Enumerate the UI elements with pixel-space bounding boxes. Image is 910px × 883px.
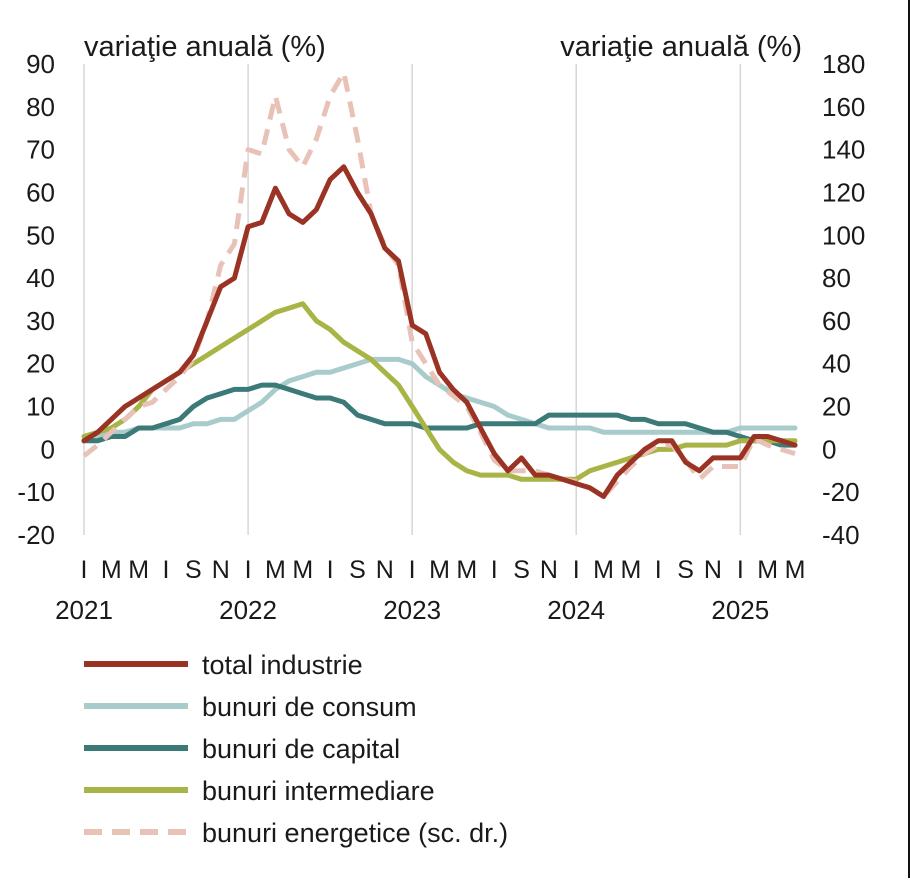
legend-label: bunuri de capital (202, 734, 400, 764)
right-tick-label: 100 (822, 220, 865, 250)
legend: total industrie bunuri de consum bunuri de… (84, 650, 508, 848)
year-label: 2024 (547, 595, 605, 625)
month-tick-label: I (81, 556, 88, 584)
left-tick-label: 10 (26, 392, 55, 422)
left-tick-label: 80 (26, 92, 55, 122)
legend-label: bunuri energetice (sc. dr.) (202, 818, 508, 848)
month-tick-label: M (429, 556, 450, 584)
series-line-0 (81, 164, 798, 499)
left-tick-label: 90 (26, 49, 55, 79)
month-tick-label: M (265, 556, 286, 584)
series-lines (81, 70, 798, 499)
month-tick-label: S (349, 556, 366, 584)
left-axis-title: variaţie anuală (%) (84, 31, 326, 63)
series-line-3 (81, 301, 798, 482)
legend-label: bunuri de consum (202, 692, 417, 722)
month-tick-label: M (292, 556, 313, 584)
left-tick-label: 20 (26, 349, 55, 379)
month-tick-label: M (757, 556, 778, 584)
month-tick-label: M (128, 556, 149, 584)
x-year-labels: 2021 2022 2023 2024 2025 (55, 595, 769, 625)
left-tick-label: -20 (17, 520, 55, 550)
month-tick-label: I (573, 556, 580, 584)
month-tick-label: I (163, 556, 170, 584)
month-tick-label: I (245, 556, 252, 584)
month-tick-label: S (185, 556, 202, 584)
month-tick-label: N (704, 556, 722, 584)
right-tick-label: 160 (822, 92, 865, 122)
left-tick-label: 70 (26, 135, 55, 165)
year-gridlines (83, 64, 742, 535)
right-tick-label: 180 (822, 49, 865, 79)
left-tick-label: 40 (26, 263, 55, 293)
right-border (908, 0, 910, 878)
year-label: 2022 (219, 595, 277, 625)
right-tick-label: -40 (822, 520, 860, 550)
right-tick-label: 20 (822, 392, 851, 422)
month-tick-label: M (593, 556, 614, 584)
right-tick-label: -20 (822, 477, 860, 507)
legend-label: total industrie (202, 650, 363, 680)
right-tick-label: 0 (822, 434, 836, 464)
month-tick-label: M (101, 556, 122, 584)
month-tick-label: I (737, 556, 744, 584)
month-tick-label: S (513, 556, 530, 584)
month-tick-label: N (376, 556, 394, 584)
left-axis-tick-labels: 90 80 70 60 50 40 30 20 10 0 -10 -20 (17, 49, 55, 550)
month-tick-label: S (677, 556, 694, 584)
right-tick-label: 120 (822, 177, 865, 207)
right-tick-label: 140 (822, 135, 865, 165)
left-tick-label: 0 (41, 434, 55, 464)
year-label: 2025 (711, 595, 769, 625)
right-tick-label: 60 (822, 306, 851, 336)
month-tick-label: I (491, 556, 498, 584)
month-tick-label: N (540, 556, 558, 584)
left-tick-label: 30 (26, 306, 55, 336)
month-tick-label: M (456, 556, 477, 584)
right-axis-title: variaţie anuală (%) (560, 31, 802, 63)
series-line-2 (81, 382, 798, 448)
month-tick-label: M (621, 556, 642, 584)
month-tick-label: N (212, 556, 230, 584)
year-label: 2021 (55, 595, 113, 625)
left-tick-label: 50 (26, 220, 55, 250)
right-axis-tick-labels: 180 160 140 120 100 80 60 40 20 0 -20 -40 (822, 49, 865, 550)
legend-label: bunuri intermediare (202, 776, 435, 806)
month-tick-label: I (327, 556, 334, 584)
right-tick-label: 80 (822, 263, 851, 293)
month-tick-label: I (655, 556, 662, 584)
month-tick-label: M (785, 556, 806, 584)
month-tick-label: I (409, 556, 416, 584)
year-label: 2023 (383, 595, 441, 625)
left-tick-label: 60 (26, 177, 55, 207)
left-tick-label: -10 (17, 477, 55, 507)
right-tick-label: 40 (822, 349, 851, 379)
